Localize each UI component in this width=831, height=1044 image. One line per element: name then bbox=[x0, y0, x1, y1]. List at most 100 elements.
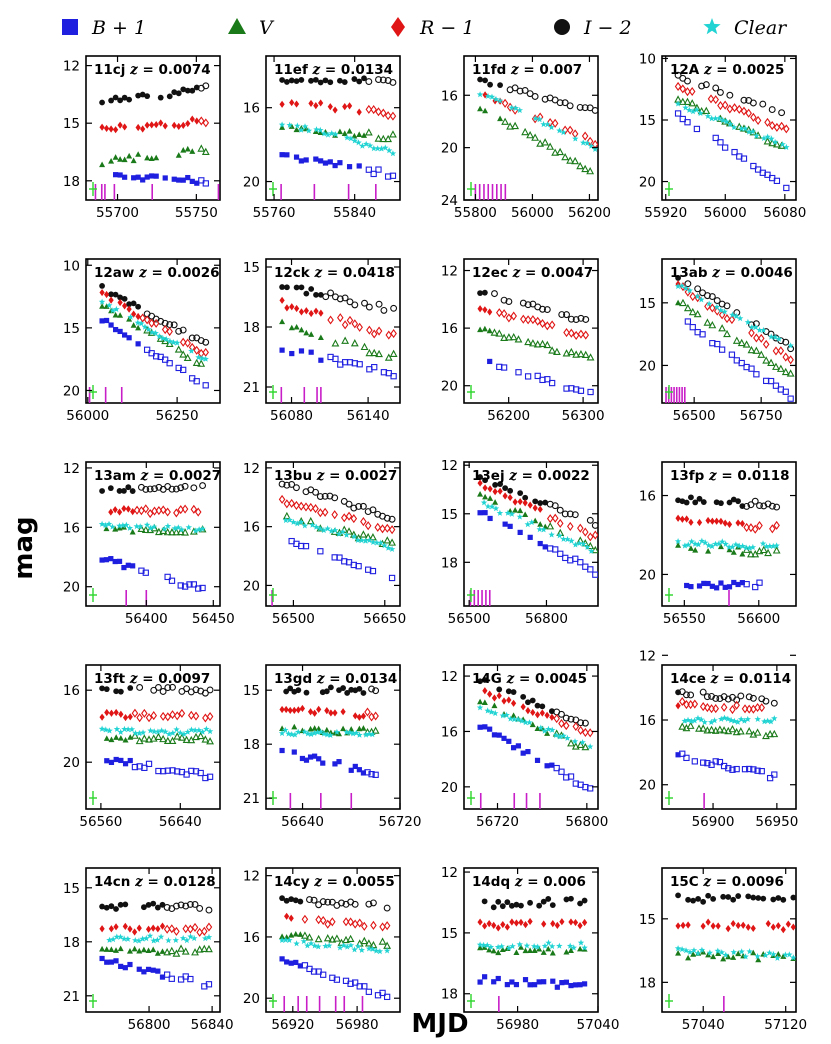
point-Clear bbox=[722, 540, 729, 547]
point-B+1 bbox=[318, 357, 324, 363]
point-Clear bbox=[516, 941, 523, 948]
point-I-2 bbox=[581, 104, 589, 112]
point-V bbox=[501, 117, 510, 125]
point-Clear bbox=[294, 122, 301, 129]
point-R-1 bbox=[140, 125, 146, 133]
point-B+1 bbox=[714, 585, 720, 591]
point-I-2 bbox=[157, 94, 164, 101]
point-R-1 bbox=[289, 98, 295, 107]
point-Clear bbox=[301, 728, 308, 735]
point-B+1 bbox=[740, 155, 748, 162]
point-R-1 bbox=[691, 699, 699, 709]
point-R-1 bbox=[718, 517, 724, 526]
point-R-1 bbox=[164, 507, 171, 517]
point-V bbox=[130, 157, 137, 164]
point-B+1 bbox=[279, 747, 285, 754]
point-B+1 bbox=[183, 771, 190, 778]
point-V bbox=[206, 737, 214, 745]
point-B+1 bbox=[731, 148, 738, 156]
point-Clear bbox=[325, 942, 333, 949]
point-Clear bbox=[715, 115, 723, 122]
point-R-1 bbox=[332, 709, 338, 717]
point-Clear bbox=[552, 731, 560, 739]
point-B+1 bbox=[524, 373, 532, 380]
point-B+1 bbox=[773, 177, 781, 185]
y-tick-label: 12 bbox=[441, 865, 458, 881]
point-R-1 bbox=[153, 121, 159, 129]
point-Clear bbox=[725, 543, 733, 550]
point-Clear bbox=[286, 936, 293, 943]
point-I-2 bbox=[756, 502, 763, 510]
point-B+1 bbox=[171, 176, 177, 182]
point-B+1 bbox=[708, 761, 715, 768]
point-R-1 bbox=[714, 517, 720, 525]
point-I-2 bbox=[184, 87, 191, 94]
point-V bbox=[526, 130, 535, 139]
point-B+1 bbox=[553, 764, 560, 772]
y-tick-label: 16 bbox=[243, 520, 260, 536]
point-Clear bbox=[98, 725, 106, 732]
point-V bbox=[770, 729, 779, 738]
point-I-2 bbox=[279, 284, 285, 290]
point-I-2 bbox=[99, 685, 105, 692]
point-Clear bbox=[548, 943, 556, 950]
point-Clear bbox=[579, 739, 586, 746]
panel-title: 13ej z = 0.0022 bbox=[472, 468, 590, 484]
point-V bbox=[563, 948, 570, 955]
point-I-2 bbox=[762, 697, 770, 705]
point-Clear bbox=[773, 542, 780, 549]
point-R-1 bbox=[728, 315, 736, 325]
point-B+1 bbox=[369, 567, 377, 575]
point-Clear bbox=[686, 106, 693, 113]
point-Clear bbox=[347, 942, 355, 949]
point-R-1 bbox=[145, 925, 152, 933]
point-V bbox=[288, 324, 295, 331]
point-V bbox=[527, 947, 534, 953]
x-tick-label: 56250 bbox=[156, 408, 199, 424]
panel-points bbox=[674, 71, 790, 192]
point-V bbox=[755, 956, 762, 963]
point-Clear bbox=[191, 727, 199, 734]
point-Clear bbox=[729, 543, 736, 550]
point-R-1 bbox=[356, 322, 363, 332]
point-R-1 bbox=[380, 108, 387, 118]
legend-label-I-2: I − 2 bbox=[583, 17, 632, 39]
point-B+1 bbox=[348, 767, 354, 773]
point-I-2 bbox=[705, 892, 712, 899]
point-B+1 bbox=[356, 983, 363, 990]
point-R-1 bbox=[121, 504, 127, 513]
point-Clear bbox=[721, 714, 728, 721]
point-Clear bbox=[359, 142, 366, 149]
point-Clear bbox=[536, 116, 543, 123]
point-V bbox=[117, 945, 124, 952]
point-I-2 bbox=[126, 96, 133, 103]
point-R-1 bbox=[161, 324, 169, 335]
point-B+1 bbox=[289, 350, 295, 357]
point-Clear bbox=[508, 104, 516, 111]
point-I-2 bbox=[502, 485, 509, 492]
point-B+1 bbox=[712, 758, 719, 765]
point-V bbox=[108, 736, 115, 743]
point-V bbox=[728, 724, 737, 733]
point-V bbox=[201, 735, 210, 743]
point-V bbox=[757, 350, 766, 358]
x-tick-label: 57040 bbox=[577, 1017, 620, 1033]
point-I-2 bbox=[141, 904, 147, 911]
point-Clear bbox=[708, 718, 715, 725]
point-I-2 bbox=[126, 301, 133, 308]
point-B+1 bbox=[293, 959, 299, 966]
point-Clear bbox=[783, 143, 790, 150]
point-Clear bbox=[320, 527, 327, 534]
point-I-2 bbox=[293, 284, 300, 291]
point-B+1 bbox=[517, 529, 523, 536]
point-R-1 bbox=[148, 318, 155, 328]
point-B+1 bbox=[549, 762, 555, 768]
point-Clear bbox=[343, 134, 351, 141]
point-B+1 bbox=[117, 328, 123, 335]
point-R-1 bbox=[524, 315, 532, 325]
point-B+1 bbox=[356, 361, 363, 368]
point-B+1 bbox=[735, 581, 741, 588]
